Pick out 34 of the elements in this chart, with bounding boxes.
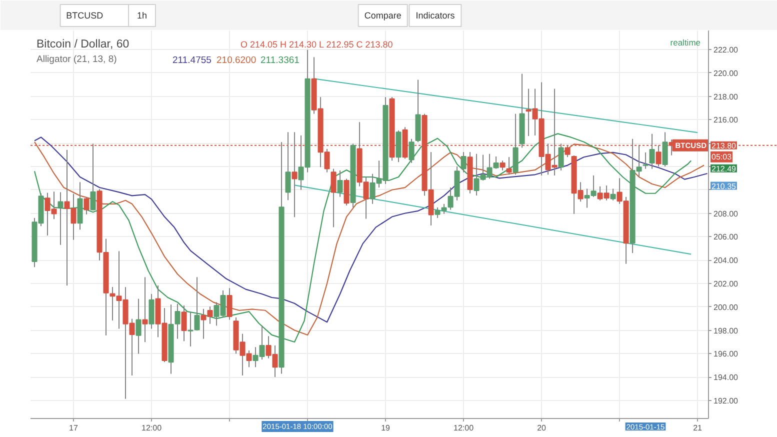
x-tick-label: 12:00	[454, 424, 474, 432]
y-tick-label: 222.00	[714, 45, 739, 54]
y-tick-label: 200.00	[714, 302, 739, 312]
text: 211.4755	[172, 55, 212, 66]
y-tick-label: 220.00	[714, 68, 739, 78]
text: Compare	[364, 10, 402, 20]
y-tick-label: 208.00	[714, 209, 739, 218]
annotation: O 214.05 H 214.30 L 212.95 C 213.80	[240, 40, 393, 50]
text: 212.49	[712, 164, 737, 174]
text: 1h	[137, 10, 148, 20]
y-tick-label: 206.00	[714, 232, 739, 242]
text: Bitcoin / Dollar, 60	[36, 38, 130, 50]
y-tick-label: 216.00	[714, 116, 739, 125]
y-tick-label: 218.00	[714, 92, 739, 102]
legend-title: Alligator (21, 13, 8)	[36, 54, 117, 65]
x-tick-label: 20	[537, 424, 547, 432]
text: BTCUSD	[66, 10, 104, 20]
x-tick-label: 17	[69, 424, 79, 432]
x-tick-label: 19	[381, 424, 391, 432]
annotation: realtime	[670, 38, 701, 48]
text: Indicators	[416, 10, 456, 20]
y-tick-label: 192.00	[714, 396, 739, 406]
text: 05:03	[712, 152, 732, 162]
y-tick-label: 196.00	[714, 350, 739, 359]
y-tick-label: 204.00	[714, 256, 739, 266]
y-tick-label: 194.00	[714, 373, 739, 382]
annotation: 210.35	[712, 182, 737, 191]
y-tick-label: 198.00	[714, 326, 739, 336]
text: 211.3361	[260, 55, 300, 66]
annotation: 213.80	[712, 141, 737, 150]
x-tick-label: 12:00	[142, 424, 162, 432]
text: 210.6200	[216, 55, 256, 66]
x-tick-label: 21	[693, 424, 703, 432]
y-tick-label: 202.00	[714, 279, 739, 288]
